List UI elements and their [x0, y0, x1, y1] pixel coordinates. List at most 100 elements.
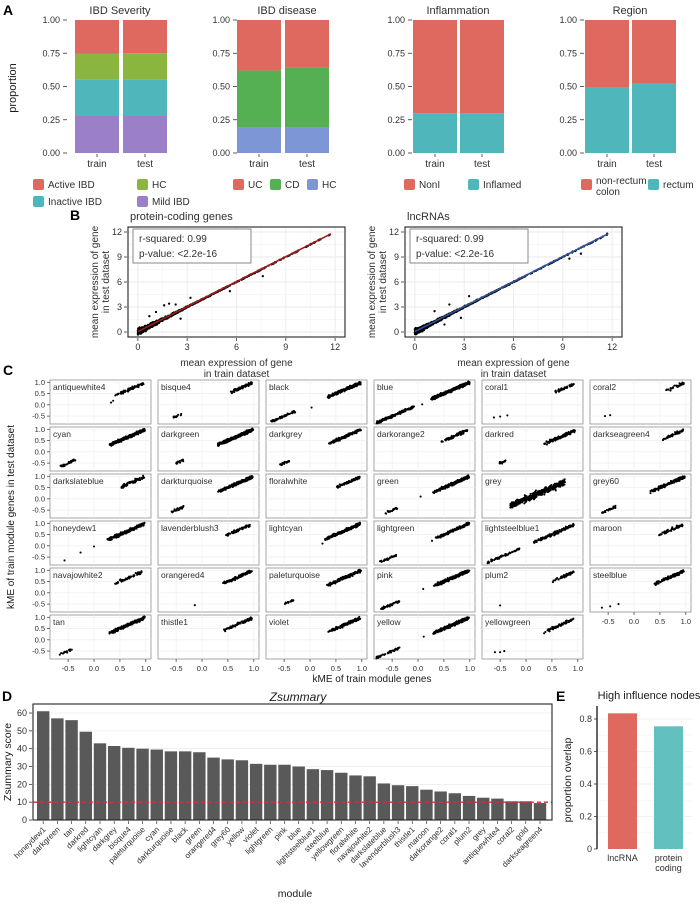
zsummary-bar-thistle1 [406, 786, 419, 820]
facet-label: plum2 [485, 570, 508, 580]
facet-label: floralwhite [269, 476, 308, 486]
x-tick-label: 12 [330, 342, 340, 352]
facet-thistle1: thistle1 -0.5 0.0 0.5 1.0 [157, 614, 260, 673]
facet-label: green [377, 476, 399, 486]
zsummary-bar-yellowgreen [335, 772, 348, 820]
y-tick-label: 6 [394, 277, 399, 287]
y-tick-label: 0 [117, 327, 122, 337]
x-tick-label: lncRNA [607, 853, 638, 863]
panel-b-label: B [70, 207, 81, 223]
zsummary-bar-darkseagreen4 [533, 803, 547, 820]
facet-label: maroon [593, 523, 622, 533]
y-tick-label: 0 [587, 844, 592, 854]
facet-label: darkgreen [161, 429, 200, 439]
chart-title: protein-coding genes [130, 211, 233, 223]
y-tick-label: 0.5 [35, 624, 45, 633]
c-y-axis-label: kME of train module genes in test datase… [6, 425, 17, 609]
zsummary-bar-gold [519, 801, 533, 820]
x-axis-label: mean expression of gene [180, 358, 293, 369]
y-tick-label: 0.0 [35, 635, 45, 644]
bar-segment-noni [413, 20, 457, 114]
y-tick-label: 0 [394, 327, 399, 337]
facet-darkseagreen4: darkseagreen4 [589, 426, 692, 472]
facet-label: cyan [53, 429, 71, 439]
y-tick-label: 30 [17, 762, 27, 772]
legend-swatch [270, 179, 281, 190]
x-tick-label: -0.5 [386, 664, 399, 673]
facet-label: darkturquoise [161, 476, 213, 486]
panel-border [127, 226, 346, 338]
stats-r-squared: r-squared: 0.99 [139, 234, 207, 245]
y-tick-label: 0.50 [387, 82, 405, 92]
chart-title: IBD disease [257, 5, 316, 17]
x-tick-label: 0.0 [89, 664, 99, 673]
zsummary-bar-cyan [150, 749, 163, 820]
zsummary-bar-lightgreen [264, 764, 277, 820]
facet-label: black [269, 382, 290, 392]
x-tick-label: 6 [234, 342, 239, 352]
facet-label: violet [269, 617, 289, 627]
y-axis-label: in test dataset [101, 251, 112, 313]
zsummary-bar-darkgrey [107, 746, 121, 820]
panel-d-label: D [2, 688, 13, 704]
bar-segment-mild-ibd [123, 115, 167, 153]
panel-e-label: E [556, 688, 566, 704]
zsummary-bar-black [178, 751, 192, 820]
zsummary-bar-paleturquoise [136, 748, 149, 820]
zsummary-bar-pink [278, 764, 291, 820]
y-tick-label: 0.75 [42, 48, 60, 58]
zsummary-bar-floralwhite [349, 775, 362, 820]
y-axis-label: in test dataset [378, 251, 389, 313]
legend-swatch [648, 179, 659, 190]
facet-border [589, 520, 692, 566]
bar-segment-hc [123, 53, 167, 80]
y-tick-label: 0.50 [559, 82, 577, 92]
facet-orangered4: orangered4 [157, 567, 260, 613]
facet-tan: tan -0.5 0.0 0.5 1.0 -0.5 0.0 0.5 1.0 [32, 613, 152, 673]
bar-segment-inflamed [413, 113, 457, 153]
y-tick-label: 0.00 [212, 148, 230, 158]
c-x-axis-label: kME of train module genes [313, 674, 432, 685]
bar-segment-hc [285, 127, 329, 153]
x-tick-label: 0.5 [439, 664, 449, 673]
x-tick-label: test [299, 159, 315, 170]
y-tick-label: 1.0 [35, 425, 45, 434]
zsummary-bar-bisque4 [122, 747, 135, 820]
x-axis-label: in train dataset [204, 369, 270, 380]
e-y-axis-label: proportion overlap [562, 738, 574, 823]
facet-label: thistle1 [161, 617, 188, 627]
legend-swatch [233, 179, 244, 190]
y-tick-label: 0.0 [35, 541, 45, 550]
y-tick-label: -0.5 [32, 459, 45, 468]
bar-segment-active-ibd [123, 20, 167, 54]
x-tick-label: -0.5 [62, 664, 75, 673]
bar-segment-rectum [585, 87, 629, 153]
stats-box [132, 228, 252, 264]
x-tick-label: train [249, 159, 268, 170]
panel-a-stacked-bars: IBD Severity 0.00 0.25 0.50 0.75 1.00 train tes… [33, 5, 694, 208]
x-tick-label: 0.5 [115, 664, 125, 673]
zsummary-bar-coral2 [505, 801, 518, 820]
facet-label: blue [377, 382, 393, 392]
e-title: High influence nodes [598, 690, 700, 702]
legend-swatch [33, 196, 44, 207]
zsummary-bar-orangered4 [207, 757, 220, 820]
facet-yellowgreen: yellowgreen -0.5 0.0 0.5 1.0 [481, 614, 584, 673]
y-tick-label: -0.5 [32, 553, 45, 562]
zsummary-bar-steelblue [320, 770, 334, 820]
x-tick-label: 1.0 [573, 664, 583, 673]
legend-label: HC [322, 180, 336, 191]
y-tick-label: 0.5 [35, 530, 45, 539]
facet-label: lavenderblush3 [161, 523, 219, 533]
facet-darkgreen: darkgreen [157, 426, 260, 472]
y-tick-label: -0.5 [32, 600, 45, 609]
y-tick-label: 1.0 [35, 378, 45, 387]
stats-r-squared: r-squared: 0.99 [416, 234, 484, 245]
y-tick-label: 0.5 [35, 577, 45, 586]
y-tick-label: 40 [17, 744, 27, 754]
y-tick-label: 0.25 [212, 115, 230, 125]
y-tick-label: 1.00 [387, 15, 405, 25]
x-tick-label: 1.0 [249, 664, 259, 673]
y-tick-label: 1.00 [42, 15, 60, 25]
